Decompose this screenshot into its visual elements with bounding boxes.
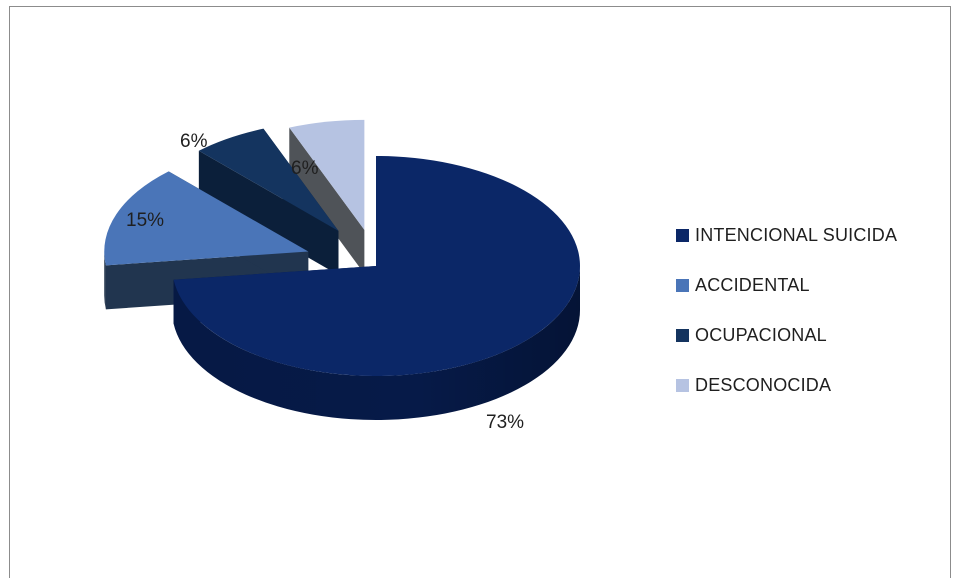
slice-top — [198, 128, 339, 231]
pie-slice-intencional-suicida — [173, 156, 581, 421]
slice-wall-start — [289, 127, 365, 274]
legend-item-desconocida: DESCONOCIDA — [676, 360, 897, 410]
pie-slice-ocupacional — [198, 128, 339, 275]
legend-swatch-intencional-suicida — [676, 228, 689, 242]
legend: INTENCIONAL SUICIDA ACCIDENTAL OCUPACION… — [676, 210, 897, 410]
legend-item-intencional-suicida: INTENCIONAL SUICIDA — [676, 210, 897, 260]
legend-swatch-desconocida — [676, 378, 689, 392]
legend-label-ocupacional: OCUPACIONAL — [695, 324, 827, 345]
slice-top — [104, 171, 309, 266]
slice-rim-shade — [173, 266, 581, 421]
legend-label-accidental: ACCIDENTAL — [695, 274, 810, 295]
legend-label-desconocida: DESCONOCIDA — [695, 374, 832, 395]
pie-slice-desconocida — [289, 119, 365, 274]
slice-label-ocupacional: 6% — [180, 131, 208, 152]
slice-wall-start — [198, 150, 339, 275]
slice-label-accidental: 15% — [126, 210, 164, 231]
chart-frame — [9, 6, 951, 578]
slice-label-desconocida: 6% — [291, 158, 319, 179]
slice-top — [173, 156, 581, 376]
slice-rim-shade — [104, 251, 106, 310]
legend-swatch-ocupacional — [676, 328, 689, 342]
legend-item-accidental: ACCIDENTAL — [676, 260, 897, 310]
legend-swatch-accidental — [676, 278, 689, 292]
slice-label-intencional-suicida: 73% — [486, 412, 524, 433]
slice-top — [289, 119, 365, 230]
legend-label-intencional-suicida: INTENCIONAL SUICIDA — [695, 224, 898, 245]
legend-item-ocupacional: OCUPACIONAL — [676, 310, 897, 360]
